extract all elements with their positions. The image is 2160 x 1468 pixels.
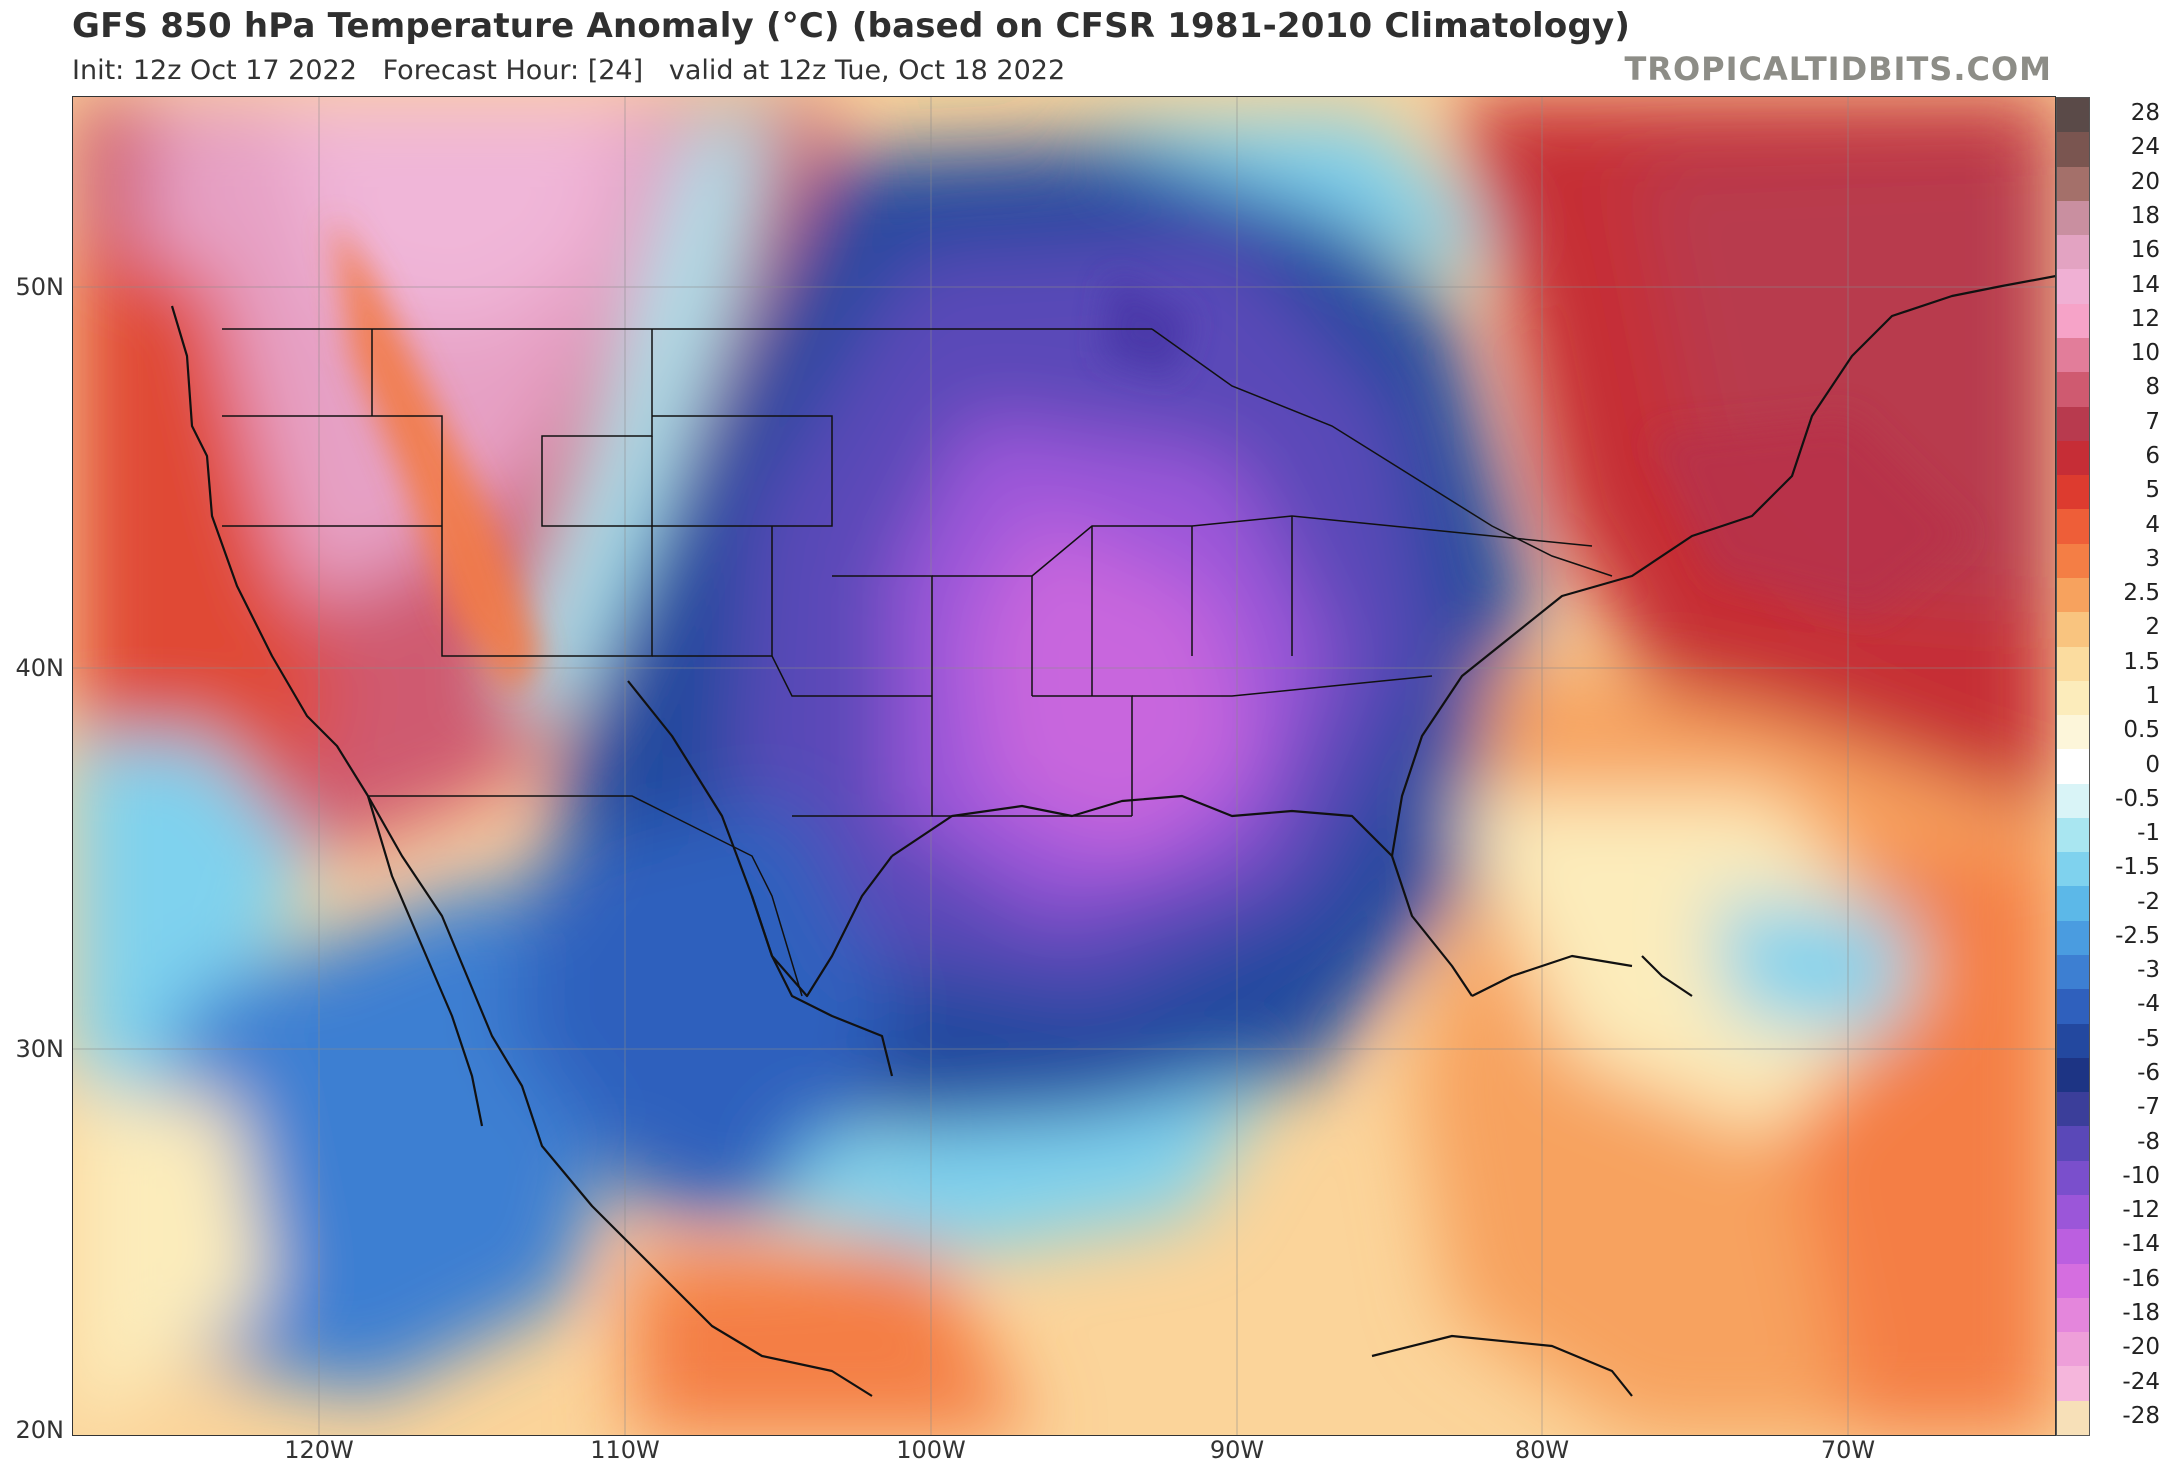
legend-swatch <box>2057 1160 2089 1196</box>
legend-label: 12 <box>2130 305 2160 332</box>
legend-swatch <box>2057 612 2089 647</box>
legend-swatch <box>2057 235 2089 270</box>
legend-label: -10 <box>2122 1162 2160 1189</box>
legend-swatch <box>2057 886 2089 922</box>
legend-swatch <box>2057 955 2089 990</box>
legend-label: -1.5 <box>2115 854 2160 881</box>
lon-label-90w: 90W <box>1209 1436 1265 1464</box>
map-title: GFS 850 hPa Temperature Anomaly (°C) (ba… <box>72 6 1631 46</box>
legend-label: 1.5 <box>2123 648 2160 675</box>
legend-label: -0.5 <box>2115 785 2160 812</box>
legend-swatch <box>2057 852 2089 887</box>
legend-swatch <box>2057 1057 2089 1093</box>
legend-swatch <box>2057 920 2089 956</box>
legend-swatch <box>2057 132 2089 168</box>
legend-label: -20 <box>2122 1334 2160 1361</box>
legend-swatch <box>2057 200 2089 236</box>
legend-label: 7 <box>2145 408 2160 435</box>
legend-label: 24 <box>2130 134 2160 161</box>
legend-swatch <box>2057 1195 2089 1230</box>
legend-swatch <box>2057 1092 2089 1127</box>
legend-label: -1 <box>2137 820 2160 847</box>
legend-swatch <box>2057 475 2089 510</box>
legend-label: -2 <box>2137 888 2160 915</box>
legend-swatch <box>2057 98 2089 133</box>
legend-swatch <box>2057 1263 2089 1299</box>
political-borders <box>222 328 1613 997</box>
legend-swatch <box>2057 783 2089 819</box>
legend-label: -24 <box>2122 1368 2160 1395</box>
legend-swatch <box>2057 372 2089 408</box>
legend-label: -14 <box>2122 1231 2160 1258</box>
legend-swatch <box>2057 1229 2089 1265</box>
legend-label: -5 <box>2137 1025 2160 1052</box>
lat-label-30n: 30N <box>15 1035 65 1063</box>
legend-swatch <box>2057 1366 2089 1402</box>
lon-label-120w: 120W <box>284 1436 354 1464</box>
legend-label: 10 <box>2130 340 2160 367</box>
legend-swatch <box>2057 303 2089 339</box>
legend-label: 20 <box>2130 168 2160 195</box>
legend-swatch <box>2057 817 2089 853</box>
legend-label: 8 <box>2145 374 2160 401</box>
legend-swatch <box>2057 577 2089 613</box>
legend-swatch <box>2057 406 2089 442</box>
legend-swatch <box>2057 337 2089 373</box>
legend-swatch <box>2057 509 2089 545</box>
coastlines <box>170 274 2056 1397</box>
legend-label: 4 <box>2145 511 2160 538</box>
legend-label: -7 <box>2137 1094 2160 1121</box>
legend-swatch <box>2057 646 2089 682</box>
legend-label: 16 <box>2130 237 2160 264</box>
legend-label: -2.5 <box>2115 922 2160 949</box>
legend-swatch <box>2057 269 2089 305</box>
legend-swatch <box>2057 1400 2089 1436</box>
legend-label: 2.5 <box>2123 580 2160 607</box>
legend-swatch <box>2057 1126 2089 1162</box>
lat-label-20n: 20N <box>15 1416 65 1444</box>
legend-label: -12 <box>2122 1197 2160 1224</box>
legend-label: -6 <box>2137 1060 2160 1087</box>
legend-swatch <box>2057 440 2089 476</box>
legend-label: 1 <box>2145 682 2160 709</box>
legend-swatch <box>2057 749 2089 785</box>
legend-label: -18 <box>2122 1300 2160 1326</box>
legend-swatch <box>2057 989 2089 1025</box>
legend-swatch <box>2057 1297 2089 1333</box>
legend-label: -8 <box>2137 1128 2160 1155</box>
color-legend-bar <box>2056 97 2090 1436</box>
anomaly-field <box>72 96 2056 1436</box>
legend-swatch <box>2057 166 2089 202</box>
legend-label: -16 <box>2122 1265 2160 1292</box>
lon-label-100w: 100W <box>896 1436 966 1464</box>
brand-watermark: TROPICALTIDBITS.COM <box>1624 50 2052 88</box>
legend-label: 14 <box>2130 271 2160 298</box>
lon-label-80w: 80W <box>1514 1436 1570 1464</box>
legend-swatch <box>2057 543 2089 579</box>
legend-swatch <box>2057 1332 2089 1367</box>
anomaly-map <box>72 96 2056 1436</box>
lon-label-110w: 110W <box>590 1436 660 1464</box>
map-subtitle: Init: 12z Oct 17 2022 Forecast Hour: [24… <box>72 55 1066 86</box>
legend-label: -28 <box>2122 1402 2160 1429</box>
legend-label: 28 <box>2130 100 2160 127</box>
graticule <box>72 96 2056 1436</box>
legend-label: 0.5 <box>2123 717 2160 744</box>
legend-label: 5 <box>2145 477 2160 504</box>
legend-label: 3 <box>2145 545 2160 572</box>
lon-label-70w: 70W <box>1820 1436 1876 1464</box>
lat-label-40n: 40N <box>15 654 65 682</box>
legend-label: 18 <box>2130 202 2160 229</box>
legend-label: 6 <box>2145 442 2160 469</box>
legend-label: -4 <box>2137 991 2160 1018</box>
legend-swatch <box>2057 715 2089 750</box>
lat-label-50n: 50N <box>15 273 65 301</box>
legend-label: -3 <box>2137 957 2160 984</box>
legend-swatch <box>2057 680 2089 716</box>
legend-swatch <box>2057 1023 2089 1059</box>
legend-label: 2 <box>2145 614 2160 641</box>
legend-label: 0 <box>2145 751 2160 778</box>
